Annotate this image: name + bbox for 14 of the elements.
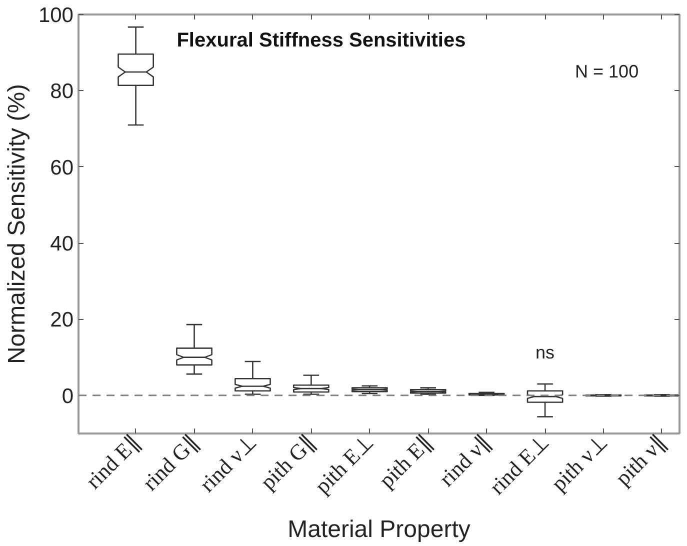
- annotation: ns: [536, 342, 555, 362]
- annotation: N = 100: [575, 62, 639, 82]
- y-tick-label: 60: [50, 156, 74, 180]
- text: Flexural Stiffness Sensitivities: [176, 30, 466, 52]
- y-axis-title: Normalized Sensitivity (%): [3, 84, 30, 364]
- y-tick-label: 20: [50, 308, 74, 332]
- x-tick-label: pith ν∥: [610, 430, 671, 490]
- y-tick-label: 100: [38, 4, 74, 27]
- x-tick-label: pith E∥: [374, 430, 437, 493]
- x-axis-title: Material Property: [288, 516, 470, 544]
- y-tick-label: 80: [50, 80, 74, 104]
- y-tick-label: 40: [50, 232, 74, 256]
- x-tick-label: rind E∥: [80, 430, 145, 494]
- y-tick-label: 0: [62, 384, 74, 408]
